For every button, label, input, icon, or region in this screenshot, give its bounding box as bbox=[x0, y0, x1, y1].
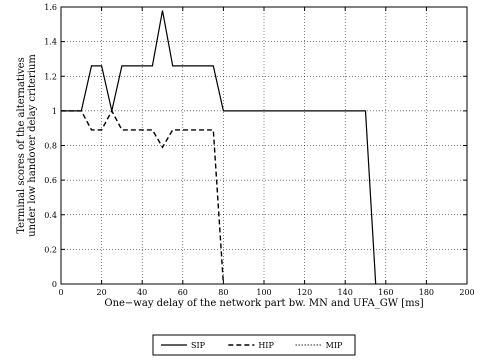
y-axis-label-group: Terminal scores of the alternatives under… bbox=[16, 54, 38, 237]
series-line-sip bbox=[61, 10, 377, 285]
y-tick-label: 0.6 bbox=[44, 176, 57, 185]
legend: SIP HIP MIP bbox=[152, 334, 356, 356]
x-tick-label: 40 bbox=[137, 288, 147, 297]
series-line-hip bbox=[61, 109, 225, 285]
axis-ticks: 0 20 40 60 80 100 120 140 160 180 200 0 0.2 0.4 0.6 0.8… bbox=[44, 3, 474, 297]
x-tick-label: 80 bbox=[218, 288, 228, 297]
x-tick-label: 20 bbox=[97, 288, 107, 297]
x-tick-label: 0 bbox=[58, 288, 63, 297]
grid bbox=[61, 7, 467, 284]
series-group bbox=[61, 10, 377, 285]
y-tick-label: 0.8 bbox=[44, 142, 57, 151]
y-tick-label: 0 bbox=[52, 280, 57, 289]
legend-label-sip: SIP bbox=[191, 341, 206, 350]
x-tick-label: 160 bbox=[378, 288, 393, 297]
x-tick-label: 120 bbox=[297, 288, 312, 297]
y-tick-label: 1.4 bbox=[44, 38, 57, 47]
y-axis-label-line: Terminal scores of the alternatives bbox=[16, 57, 27, 233]
y-tick-label: 1.2 bbox=[44, 72, 57, 81]
x-axis-label: One−way delay of the network part bw. MN… bbox=[104, 298, 423, 309]
legend-label-hip: HIP bbox=[258, 341, 274, 350]
y-tick-label: 0.2 bbox=[44, 245, 57, 254]
x-tick-label: 60 bbox=[178, 288, 188, 297]
x-tick-label: 140 bbox=[338, 288, 353, 297]
x-tick-label: 180 bbox=[419, 288, 434, 297]
x-tick-label: 100 bbox=[256, 288, 271, 297]
x-tick-label: 200 bbox=[459, 288, 474, 297]
y-tick-label: 0.4 bbox=[44, 211, 57, 220]
y-tick-label: 1 bbox=[52, 107, 57, 116]
y-tick-label: 1.6 bbox=[44, 3, 57, 12]
y-axis-label-line: under low handover delay criterium bbox=[27, 54, 38, 237]
legend-label-mip: MIP bbox=[326, 341, 343, 350]
